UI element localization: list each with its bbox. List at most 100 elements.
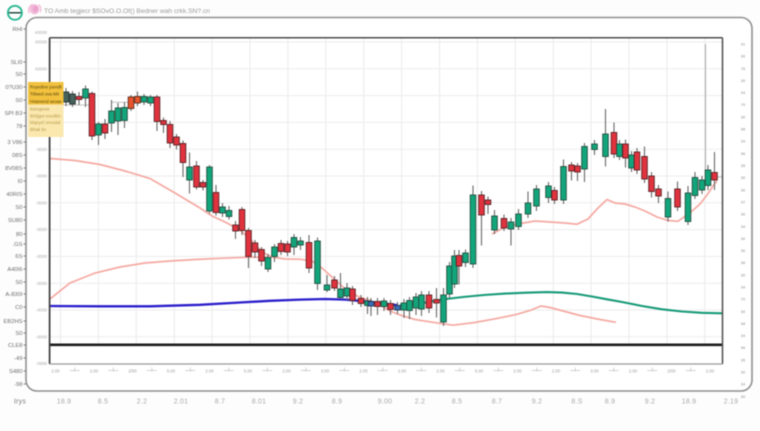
svg-text:30: 30 bbox=[741, 78, 746, 83]
svg-text:-0000: -0000 bbox=[36, 200, 48, 205]
svg-text:30: 30 bbox=[741, 394, 746, 399]
svg-text:3.00: 3.00 bbox=[590, 368, 599, 373]
svg-text:-0000: -0000 bbox=[36, 174, 48, 179]
svg-text:5.00: 5.00 bbox=[475, 368, 484, 373]
svg-text:2.00: 2.00 bbox=[629, 368, 638, 373]
svg-text:98: 98 bbox=[741, 321, 746, 326]
svg-text:40000: 40000 bbox=[35, 30, 48, 35]
svg-text:I0: I0 bbox=[18, 179, 23, 185]
svg-text:tioesgeew: tioesgeew bbox=[30, 107, 50, 112]
svg-text:30: 30 bbox=[741, 175, 746, 180]
svg-text:2.00: 2.00 bbox=[205, 368, 214, 373]
svg-text:-0000: -0000 bbox=[36, 147, 48, 152]
svg-text:0?U30: 0?U30 bbox=[5, 85, 22, 91]
svg-text:S0: S0 bbox=[15, 205, 22, 211]
svg-text:S480: S480 bbox=[9, 369, 23, 375]
svg-text:2.00: 2.00 bbox=[436, 368, 445, 373]
svg-text:78: 78 bbox=[16, 124, 22, 130]
svg-text:70: 70 bbox=[741, 102, 746, 107]
svg-text:-0999: -0999 bbox=[36, 361, 48, 366]
svg-text:8.5: 8.5 bbox=[452, 399, 462, 406]
svg-text:8.9: 8.9 bbox=[332, 399, 342, 406]
svg-text:35: 35 bbox=[741, 357, 746, 362]
svg-text:TO Amb tegjecr $SOvO.O.Of() Be: TO Amb tegjecr $SOvO.O.Of() Bedner wah c… bbox=[44, 8, 210, 15]
svg-text:2.01: 2.01 bbox=[174, 399, 189, 406]
svg-text:30: 30 bbox=[741, 248, 746, 253]
svg-text:2.19: 2.19 bbox=[724, 399, 739, 406]
svg-text:5.00: 5.00 bbox=[167, 368, 176, 373]
svg-text:70: 70 bbox=[741, 297, 746, 302]
svg-text:30: 30 bbox=[741, 54, 746, 59]
svg-text:2.00: 2.00 bbox=[51, 368, 60, 373]
svg-text:2.00: 2.00 bbox=[282, 368, 291, 373]
svg-text:2/00: 2/00 bbox=[128, 368, 137, 373]
svg-text:36: 36 bbox=[741, 260, 746, 265]
svg-text:SLI0: SLI0 bbox=[11, 60, 23, 66]
svg-text:30: 30 bbox=[741, 212, 746, 217]
svg-text:S0: S0 bbox=[15, 331, 22, 337]
svg-text:Mqeyef omoolal: Mqeyef omoolal bbox=[30, 120, 60, 125]
svg-text:A-830I: A-830I bbox=[5, 292, 22, 298]
svg-text:-0000: -0000 bbox=[36, 254, 48, 259]
svg-text:S0: S0 bbox=[15, 98, 22, 104]
svg-text:8.7: 8.7 bbox=[492, 399, 502, 406]
svg-text:96: 96 bbox=[741, 151, 746, 156]
svg-text:40RIS: 40RIS bbox=[6, 192, 22, 198]
svg-text:Titlwed ooa-Mti: Titlwed ooa-Mti bbox=[30, 92, 59, 97]
svg-text:9tXijget ooedtlei: 9tXijget ooedtlei bbox=[30, 113, 61, 118]
svg-text:S0: S0 bbox=[15, 72, 22, 78]
svg-text:SU80: SU80 bbox=[8, 218, 23, 224]
svg-text:6S: 6S bbox=[15, 254, 22, 260]
svg-text:2.00: 2.00 bbox=[552, 368, 561, 373]
svg-text:2.00: 2.00 bbox=[513, 368, 522, 373]
svg-text:-4000: -4000 bbox=[36, 308, 48, 313]
svg-text:-0000: -0000 bbox=[36, 334, 48, 339]
svg-text:2.2: 2.2 bbox=[415, 399, 425, 406]
svg-text:EB2HS: EB2HS bbox=[3, 319, 22, 325]
svg-text:80: 80 bbox=[16, 232, 22, 238]
svg-text:34: 34 bbox=[741, 224, 746, 229]
svg-text:34: 34 bbox=[741, 139, 746, 144]
svg-text:2.00: 2.00 bbox=[359, 368, 368, 373]
svg-text:35: 35 bbox=[741, 163, 746, 168]
svg-text:34: 34 bbox=[741, 382, 746, 387]
svg-text:2.2: 2.2 bbox=[137, 399, 147, 406]
svg-text:3.00: 3.00 bbox=[321, 368, 330, 373]
svg-text:C0: C0 bbox=[15, 305, 22, 311]
svg-text:8.01: 8.01 bbox=[252, 399, 267, 406]
svg-text:8.S: 8.S bbox=[571, 399, 582, 406]
svg-text:8V08S: 8V08S bbox=[5, 166, 23, 172]
svg-text:3 V86: 3 V86 bbox=[7, 140, 22, 146]
svg-text:-0000: -0000 bbox=[36, 227, 48, 232]
svg-text:9.2: 9.2 bbox=[293, 399, 303, 406]
svg-text:34: 34 bbox=[741, 285, 746, 290]
svg-text:-98: -98 bbox=[14, 382, 22, 388]
svg-text:9.2: 9.2 bbox=[532, 399, 542, 406]
svg-text:8.9: 8.9 bbox=[605, 399, 615, 406]
svg-text:2/00: 2/00 bbox=[667, 368, 676, 373]
svg-text:-49: -49 bbox=[14, 356, 22, 362]
svg-text:.GS: .GS bbox=[13, 242, 23, 248]
svg-text:5.00: 5.00 bbox=[244, 368, 253, 373]
svg-text:Royedine joendli: Royedine joendli bbox=[30, 85, 62, 90]
svg-text:CLE8: CLE8 bbox=[8, 343, 23, 349]
svg-text:2.00: 2.00 bbox=[706, 368, 715, 373]
svg-text:8.5: 8.5 bbox=[98, 399, 108, 406]
svg-text:30: 30 bbox=[741, 114, 746, 119]
svg-text:98: 98 bbox=[741, 127, 746, 132]
svg-text:8ihak 5n: 8ihak 5n bbox=[30, 127, 47, 132]
svg-text:08S: 08S bbox=[12, 153, 22, 159]
svg-text:S0: S0 bbox=[15, 280, 22, 286]
svg-text:Hrasnend aeoae: Hrasnend aeoae bbox=[30, 99, 62, 104]
svg-text:76: 76 bbox=[741, 66, 746, 71]
svg-text:SPI B3: SPI B3 bbox=[4, 111, 22, 117]
svg-text:9.00: 9.00 bbox=[378, 399, 393, 406]
svg-text:31: 31 bbox=[741, 42, 746, 47]
svg-text:RHI: RHI bbox=[13, 27, 23, 33]
svg-text:30: 30 bbox=[741, 272, 746, 277]
svg-text:37: 37 bbox=[741, 200, 746, 205]
svg-text:34: 34 bbox=[741, 90, 746, 95]
svg-text:96: 96 bbox=[741, 345, 746, 350]
svg-text:A40I6: A40I6 bbox=[7, 267, 22, 273]
svg-text:30: 30 bbox=[741, 370, 746, 375]
